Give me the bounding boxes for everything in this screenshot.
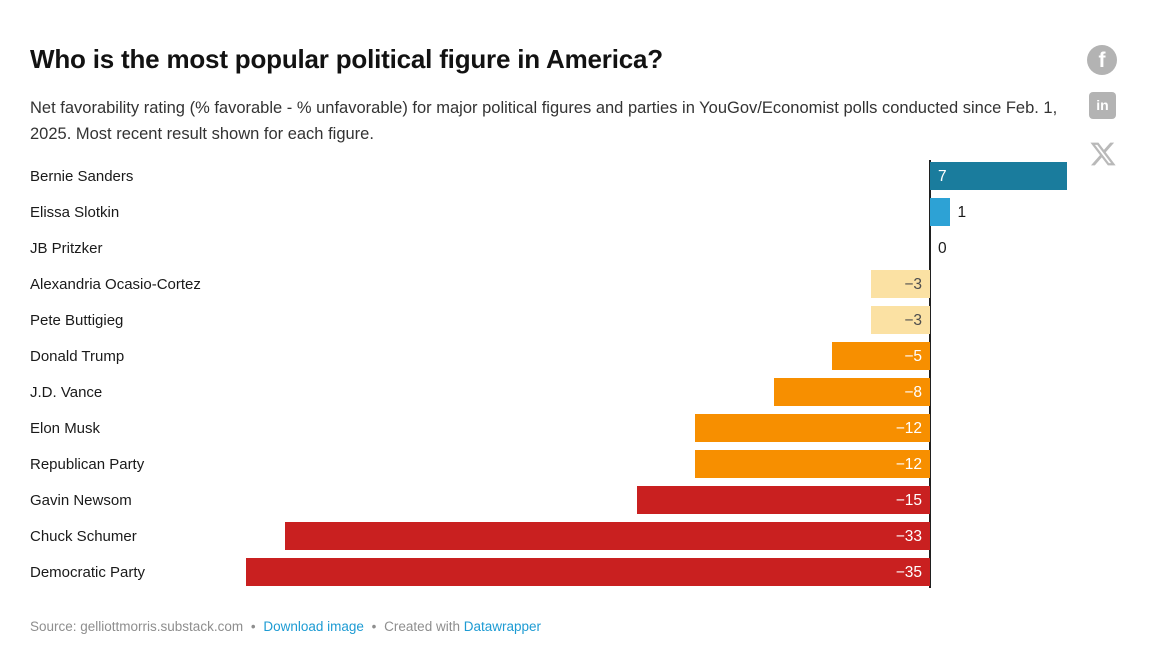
bar-chart: Bernie Sanders 7 Elissa Slotkin 1 JB Pritzke… bbox=[0, 160, 1158, 592]
category-label: Democratic Party bbox=[30, 564, 146, 581]
value-label: −12 bbox=[895, 456, 922, 473]
bar bbox=[930, 198, 950, 226]
category-label: Pete Buttigieg bbox=[30, 312, 124, 329]
footer-separator: • bbox=[371, 619, 377, 634]
x-icon bbox=[1090, 142, 1116, 166]
chart-row: Chuck Schumer −33 bbox=[0, 520, 1158, 556]
value-label: 1 bbox=[957, 204, 967, 221]
value-label: −8 bbox=[904, 384, 922, 401]
category-label: Bernie Sanders bbox=[30, 168, 134, 185]
value-label: 0 bbox=[938, 240, 947, 257]
bar bbox=[773, 378, 930, 406]
zero-axis-line bbox=[929, 160, 931, 588]
bar bbox=[871, 306, 931, 334]
category-label: Alexandria Ocasio-Cortez bbox=[30, 276, 201, 293]
category-label: Chuck Schumer bbox=[30, 528, 137, 545]
value-label: −5 bbox=[904, 348, 922, 365]
facebook-icon: f bbox=[1087, 45, 1117, 75]
value-label: −33 bbox=[895, 528, 922, 545]
category-label: J.D. Vance bbox=[30, 384, 103, 401]
share-facebook-button[interactable]: f bbox=[1087, 45, 1117, 75]
download-image-link[interactable]: Download image bbox=[263, 619, 364, 634]
chart-row: Gavin Newsom −15 bbox=[0, 484, 1158, 520]
bar bbox=[636, 486, 931, 514]
bar bbox=[284, 522, 930, 550]
created-with-text: Created with bbox=[384, 619, 460, 634]
bar bbox=[695, 450, 930, 478]
chart-row: Democratic Party −35 bbox=[0, 556, 1158, 592]
footer: Source: gelliottmorris.substack.com • Do… bbox=[30, 619, 541, 634]
chart-row: Donald Trump −5 bbox=[0, 340, 1158, 376]
value-label: −35 bbox=[895, 564, 922, 581]
bar bbox=[695, 414, 930, 442]
bar bbox=[930, 162, 1067, 190]
chart-row: Elissa Slotkin 1 bbox=[0, 196, 1158, 232]
category-label: Donald Trump bbox=[30, 348, 125, 365]
chart-subtitle: Net favorability rating (% favorable - %… bbox=[30, 99, 1058, 143]
source-text: Source: gelliottmorris.substack.com bbox=[30, 619, 244, 634]
category-label: Elon Musk bbox=[30, 420, 101, 437]
bar bbox=[871, 270, 931, 298]
chart-row: JB Pritzker 0 bbox=[0, 232, 1158, 268]
bar bbox=[832, 342, 931, 370]
chart-row: Elon Musk −12 bbox=[0, 412, 1158, 448]
value-label: −15 bbox=[895, 492, 922, 509]
page-title: Who is the most popular political figure… bbox=[30, 44, 663, 74]
share-x-button[interactable] bbox=[1089, 140, 1117, 173]
chart-row: Bernie Sanders 7 bbox=[0, 160, 1158, 196]
chart-row: J.D. Vance −8 bbox=[0, 376, 1158, 412]
share-linkedin-button[interactable]: in bbox=[1089, 92, 1116, 119]
category-label: JB Pritzker bbox=[30, 240, 103, 257]
category-label: Gavin Newsom bbox=[30, 492, 132, 509]
value-label: −3 bbox=[904, 276, 922, 293]
datawrapper-link[interactable]: Datawrapper bbox=[463, 619, 542, 634]
category-label: Republican Party bbox=[30, 456, 145, 473]
chart-row: Pete Buttigieg −3 bbox=[0, 304, 1158, 340]
value-label: −12 bbox=[895, 420, 922, 437]
value-label: −3 bbox=[904, 312, 922, 329]
bar bbox=[245, 558, 931, 586]
chart-row: Republican Party −12 bbox=[0, 448, 1158, 484]
chart-row: Alexandria Ocasio-Cortez −3 bbox=[0, 268, 1158, 304]
value-label: 7 bbox=[938, 168, 947, 185]
category-label: Elissa Slotkin bbox=[30, 204, 120, 221]
linkedin-icon: in bbox=[1089, 92, 1116, 119]
footer-separator: • bbox=[250, 619, 256, 634]
